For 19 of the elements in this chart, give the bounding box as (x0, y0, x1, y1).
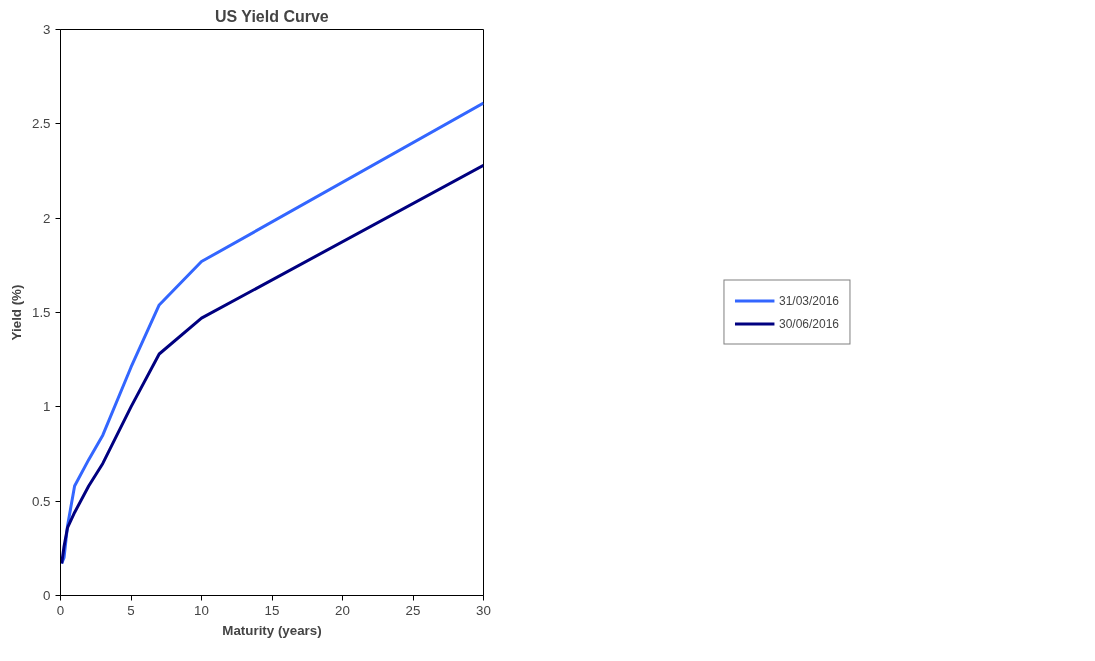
x-tick-label: 20 (335, 602, 350, 618)
x-tick-label: 10 (194, 602, 209, 618)
y-tick-label: 1 (43, 399, 51, 415)
x-axis-title: Maturity (years) (222, 622, 322, 638)
y-axis-title: Yield (%) (8, 284, 24, 341)
y-tick-label: 1.5 (31, 305, 51, 320)
y-tick-label: 0 (43, 588, 51, 603)
y-tick-label: 2.5 (31, 116, 51, 132)
x-tick-label: 15 (264, 602, 280, 618)
y-tick-label: 0.5 (31, 493, 51, 509)
x-tick-label: 0 (56, 602, 65, 618)
legend-label: 30/06/2016 (778, 316, 840, 331)
legend-label: 31/03/2016 (778, 293, 840, 308)
y-tick-label: 3 (43, 22, 51, 37)
x-tick-label: 30 (476, 602, 491, 618)
x-tick-label: 5 (127, 602, 135, 618)
chart-title: US Yield Curve (214, 7, 329, 25)
x-tick-label: 25 (405, 602, 421, 618)
y-tick-label: 2 (43, 210, 51, 226)
